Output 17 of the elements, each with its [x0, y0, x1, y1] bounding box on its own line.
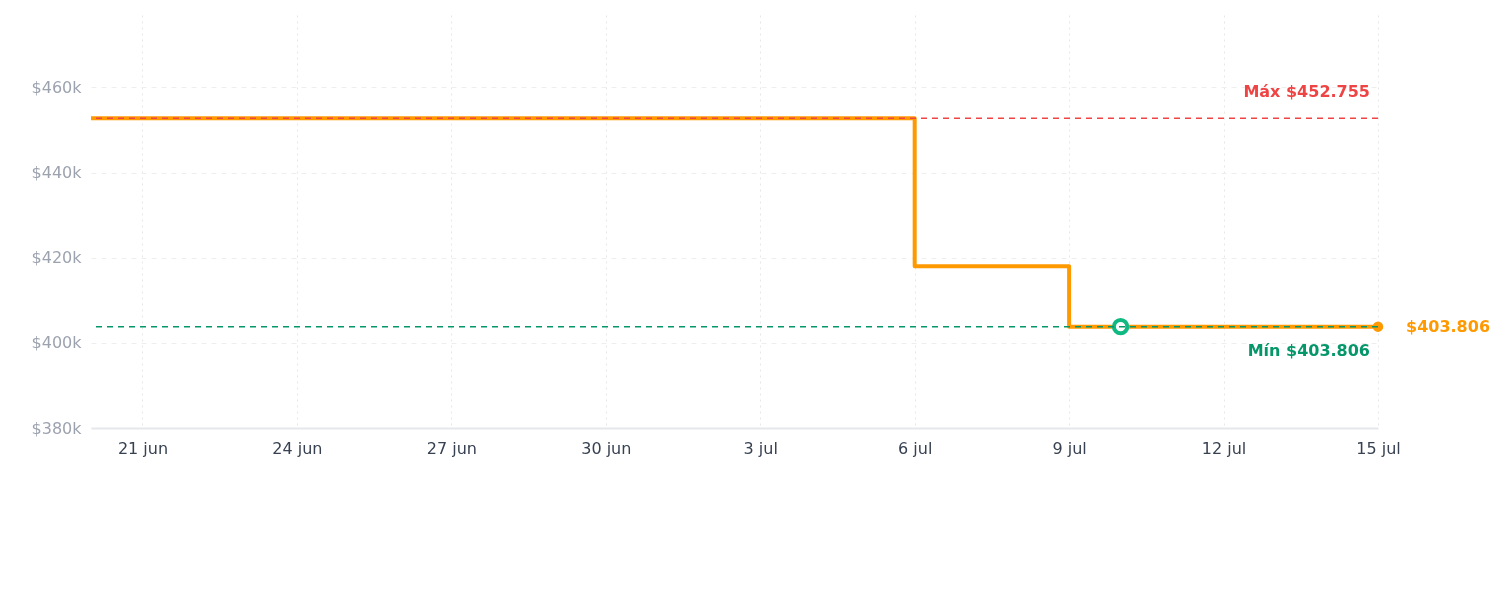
x-tick-label: 24 jun	[272, 438, 323, 458]
ref-line-label: Mín $403.806	[1247, 340, 1370, 360]
x-tick-label: 30 jun	[581, 438, 632, 458]
ref-line-label: Máx $452.755	[1243, 82, 1370, 102]
x-tick-label: 3 jul	[743, 438, 778, 458]
x-tick-label: 15 jul	[1356, 438, 1401, 458]
x-tick-label: 9 jul	[1052, 438, 1087, 458]
y-tick-label: $420k	[31, 248, 83, 268]
x-tick-label: 21 jun	[117, 438, 169, 458]
x-tick-label: 12 jul	[1201, 438, 1247, 458]
y-tick-label: $460k	[31, 77, 83, 97]
data-label: $403.806	[1406, 316, 1491, 336]
y-tick-label: $440k	[31, 163, 83, 183]
y-tick-label: $400k	[31, 333, 83, 353]
y-tick-label: $380k	[31, 418, 83, 438]
x-tick-label: 27 jun	[426, 438, 477, 458]
x-tick-label: 6 jul	[898, 438, 933, 458]
